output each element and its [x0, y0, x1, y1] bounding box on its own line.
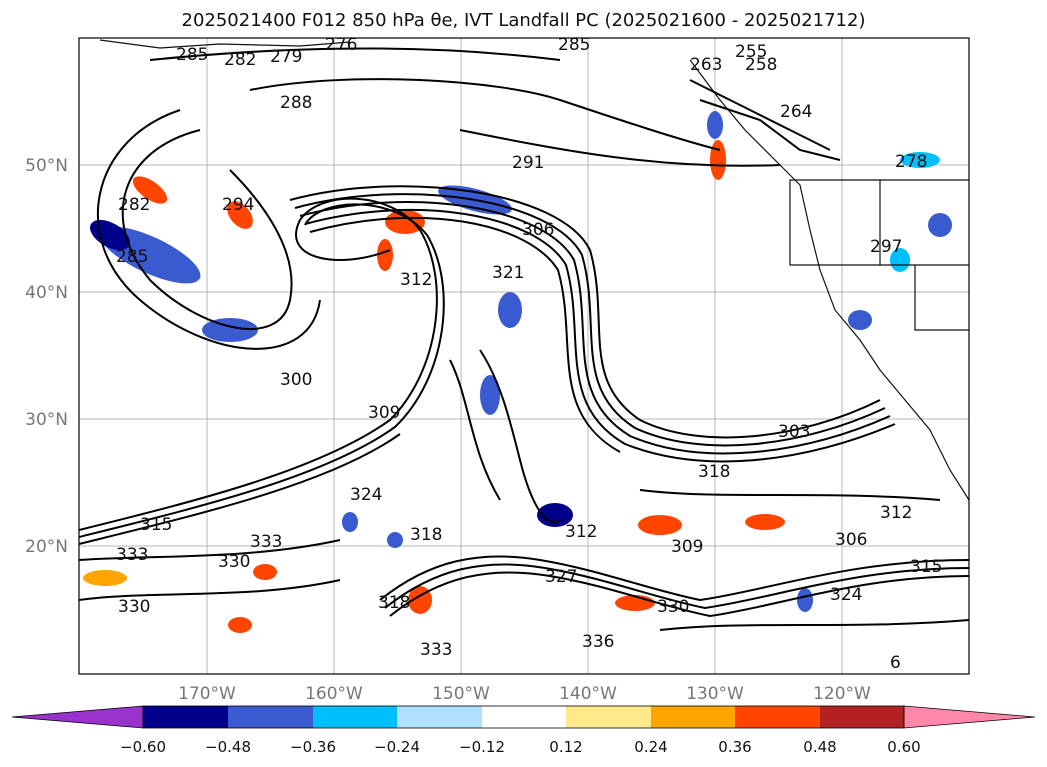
colorbar-tick-label: 0.12: [549, 738, 582, 756]
colorbar-tick-label: 0.24: [634, 738, 667, 756]
colorbar-segment: [313, 706, 397, 728]
contour-label: 285: [176, 45, 208, 65]
colorbar-segment: [397, 706, 482, 728]
contour-label: 276: [325, 35, 357, 55]
contour-label: 315: [910, 557, 942, 577]
contour-label: 294: [222, 195, 254, 215]
colorbar-tick-label: −0.24: [374, 738, 420, 756]
contour-label: 318: [378, 593, 410, 613]
colorbar-extend-left: [11, 705, 144, 729]
colorbar-tick-label: 0.48: [803, 738, 836, 756]
contour-label: 303: [778, 422, 810, 442]
contour-label: 330: [118, 597, 150, 617]
lon-tick-labels: 170°W 160°W 150°W 140°W 130°W 120°W: [178, 684, 871, 704]
contour-label: 278: [895, 152, 927, 172]
lon-tick-label: 160°W: [305, 684, 363, 704]
map-background: [79, 38, 969, 674]
contour-label: 306: [522, 220, 554, 240]
lat-tick-label: 50°N: [25, 156, 68, 176]
contour-label: 288: [280, 93, 312, 113]
contour-label: 6: [890, 653, 901, 673]
contour-label: 297: [870, 237, 902, 257]
map-title: 2025021400 F012 850 hPa θe, IVT Landfall…: [181, 10, 866, 31]
theta-e-contours: [79, 47, 969, 631]
coastline: [99, 39, 969, 501]
contour-label: 318: [698, 462, 730, 482]
colorbar-tick-label: −0.60: [120, 738, 166, 756]
colorbar-segment: [482, 706, 566, 728]
lon-tick-label: 140°W: [559, 684, 617, 704]
contour-label: 309: [368, 403, 400, 423]
contour-label: 282: [224, 50, 256, 70]
colorbar-segment: [566, 706, 651, 728]
colorbar-segment: [228, 706, 313, 728]
colorbar-tick-label: 0.36: [718, 738, 751, 756]
contour-label: 315: [140, 515, 172, 535]
contour-label: 333: [250, 532, 282, 552]
colorbar-frame: [142, 705, 905, 729]
lon-tick-label: 130°W: [686, 684, 744, 704]
lon-tick-label: 120°W: [813, 684, 871, 704]
contour-label: 330: [657, 597, 689, 617]
contour-label: 327: [545, 567, 577, 587]
contour-label: 291: [512, 153, 544, 173]
colorbar-tick-label: 0.60: [887, 738, 920, 756]
colorbar-segment: [735, 706, 820, 728]
contour-label: 324: [350, 485, 382, 505]
contour-label: 336: [582, 632, 614, 652]
contour-label: 264: [780, 102, 812, 122]
contour-label: 309: [671, 537, 703, 557]
map-panel: 285 282 279 276 285 255 263 258 288 291 …: [78, 35, 970, 675]
contour-label: 324: [830, 585, 862, 605]
colorbar-tick-label: −0.36: [290, 738, 336, 756]
contour-label: 321: [492, 263, 524, 283]
lat-tick-label: 30°N: [25, 410, 68, 430]
contour-label: 282: [118, 195, 150, 215]
contour-label: 279: [270, 47, 302, 67]
colorbar-segment: [820, 706, 904, 728]
contour-label: 306: [835, 530, 867, 550]
contour-label: 318: [410, 525, 442, 545]
contour-label: 258: [745, 55, 777, 75]
colorbar-segment: [651, 706, 735, 728]
contour-label: 285: [558, 35, 590, 55]
contour-label: 333: [116, 545, 148, 565]
contour-label: 333: [420, 640, 452, 660]
contour-label: 255: [735, 42, 767, 62]
contour-label: 312: [565, 522, 597, 542]
lon-tick-label: 150°W: [432, 684, 490, 704]
colorbar: −0.60 −0.48 −0.36 −0.24 −0.12 0.12 0.24 …: [11, 705, 1036, 756]
contour-label: 312: [880, 503, 912, 523]
contour-label: 263: [690, 55, 722, 75]
colorbar-segment: [143, 706, 228, 728]
colorbar-extend-right: [903, 705, 1036, 729]
contour-label: 300: [280, 370, 312, 390]
lat-tick-labels: 50°N 40°N 30°N 20°N: [25, 156, 68, 557]
lat-tick-label: 40°N: [25, 283, 68, 303]
lon-tick-label: 170°W: [178, 684, 236, 704]
contour-label: 330: [218, 552, 250, 572]
colorbar-tick-label: −0.12: [459, 738, 505, 756]
lat-tick-label: 20°N: [25, 537, 68, 557]
colorbar-tick-label: −0.48: [205, 738, 251, 756]
contour-label: 312: [400, 270, 432, 290]
map-frame: [78, 37, 970, 675]
contour-label: 285: [116, 247, 148, 267]
contour-labels: 285 282 279 276 285 255 263 258 288 291 …: [116, 35, 942, 673]
